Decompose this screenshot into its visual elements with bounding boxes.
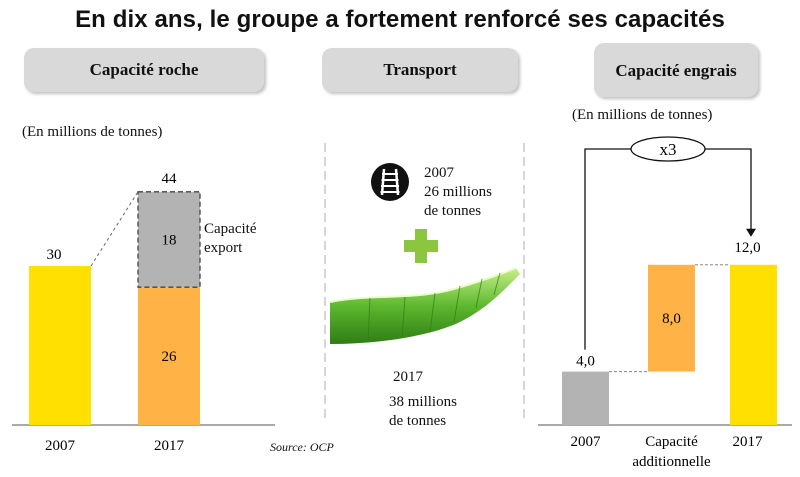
rail-year: 2007: [424, 165, 454, 181]
transport-header: Transport: [322, 48, 518, 92]
pipeline-icon: [330, 267, 520, 344]
fertilizer-tick-additional-line2: additionnelle: [632, 454, 711, 470]
fertilizer-bar-2017: [730, 264, 777, 425]
fertilizer-capacity-header: Capacité engrais: [594, 43, 758, 97]
growth-arrow-head: [746, 228, 756, 237]
rail-track-icon: [371, 163, 409, 201]
fertilizer-value-label-2007: 4,0: [576, 354, 595, 370]
plus-icon: [404, 229, 438, 263]
rock-bar-2007: [29, 266, 91, 425]
source-note: Source: OCP: [270, 440, 334, 454]
rock-export-value-2017: 18: [162, 233, 177, 249]
fertilizer-value-label-2017: 12,0: [734, 240, 760, 256]
multiplier-badge: [630, 136, 706, 162]
pipeline-amount-line1: 38 millions: [389, 394, 457, 410]
rock-value-label-2017: 26: [162, 349, 178, 365]
rock-total-label-2017: 44: [162, 171, 178, 187]
rail-amount-line1: 26 millions: [424, 184, 492, 200]
page-title: En dix ans, le groupe a fortement renfor…: [75, 6, 725, 33]
rail-amount-line2: de tonnes: [424, 203, 482, 219]
rock-export-bar-2017: [137, 191, 201, 288]
rock-growth-connector: [90, 191, 139, 267]
fertilizer-capacity-chart: 4,0 8,0 12,0 x3 2007 Capacité additionnelle 201…: [538, 136, 792, 470]
multiplier-label: x3: [660, 140, 677, 159]
fertilizer-unit-label: (En millions de tonnes): [572, 107, 713, 123]
export-capacity-label: Capacité export: [204, 221, 257, 256]
fertilizer-bar-2007: [562, 371, 609, 425]
rock-value-label-2007: 30: [47, 247, 62, 263]
fertilizer-tick-2007: 2007: [571, 434, 602, 450]
fertilizer-tick-additional-line1: Capacité: [645, 434, 698, 450]
pipeline-year: 2017: [393, 369, 423, 385]
rock-bar-2017: [138, 287, 200, 425]
rock-tick-2017: 2017: [154, 438, 185, 454]
fertilizer-value-label-additional: 8,0: [662, 311, 681, 327]
pipeline-amount-line2: de tonnes: [389, 413, 447, 429]
fertilizer-tick-2017: 2017: [733, 434, 764, 450]
rock-unit-label: (En millions de tonnes): [22, 124, 163, 140]
fertilizer-bar-additional: [648, 264, 695, 372]
rock-tick-2007: 2007: [45, 438, 76, 454]
rock-capacity-header: Capacité roche: [24, 48, 264, 92]
rock-capacity-chart: 2007 30 2017 26 18 44: [12, 171, 275, 454]
